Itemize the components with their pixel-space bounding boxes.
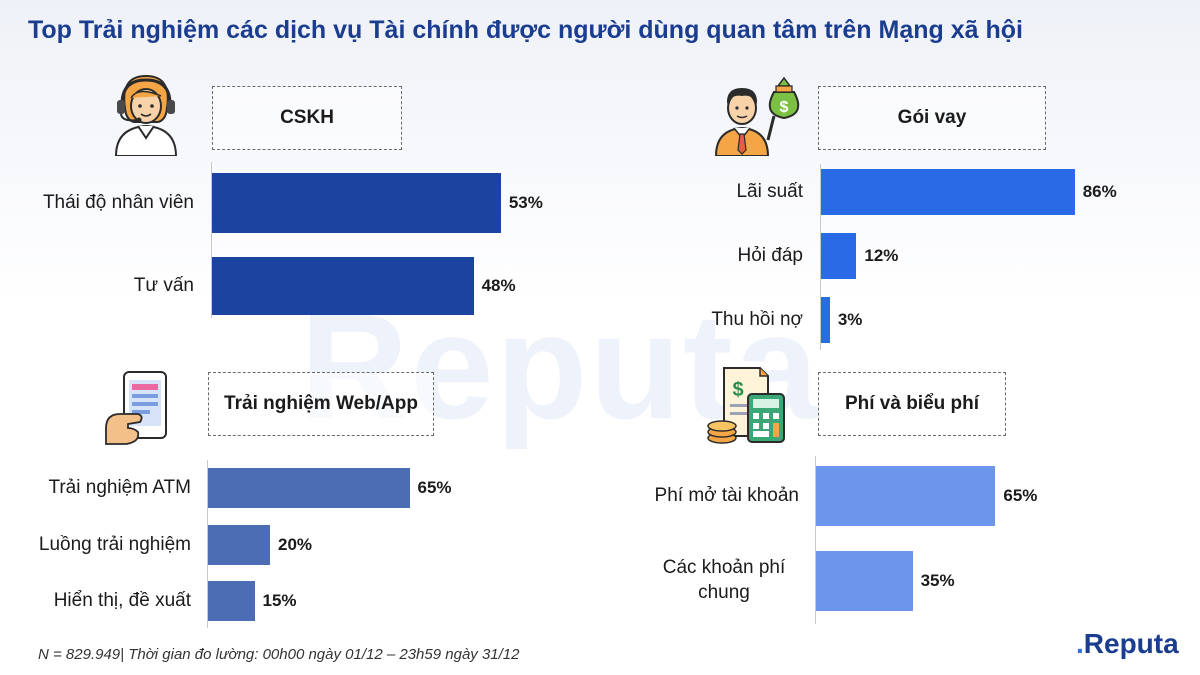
category-box-phi: Phí và biểu phí <box>818 372 1006 436</box>
category-box-web-app: Trải nghiệm Web/App <box>208 372 434 436</box>
bar <box>212 173 501 233</box>
svg-text:$: $ <box>732 379 743 401</box>
bar <box>821 169 1075 215</box>
mobile-app-hand-icon <box>105 371 167 445</box>
footnote: N = 829.949| Thời gian đo lường: 00h00 n… <box>38 646 520 663</box>
data-label: 86% <box>1082 182 1117 201</box>
bar <box>821 233 857 279</box>
data-label: 65% <box>1003 486 1038 505</box>
category-box-cskh: CSKH <box>212 86 402 150</box>
bar <box>208 581 255 621</box>
data-label: 53% <box>508 193 543 212</box>
svg-text:$: $ <box>780 99 789 116</box>
axis-line <box>820 164 821 350</box>
customer-support-agent-icon <box>114 74 178 156</box>
bar <box>212 257 474 315</box>
data-label: 35% <box>920 571 955 590</box>
data-label: 3% <box>837 310 863 329</box>
bar <box>816 551 913 611</box>
category-label: Trải nghiệm ATM <box>48 476 191 498</box>
category-label: Thu hồi nợ <box>711 308 803 330</box>
category-box-goi-vay: Gói vay <box>818 86 1046 150</box>
axis-line <box>207 460 208 628</box>
page-title: Top Trải nghiệm các dịch vụ Tài chính đư… <box>28 16 1023 44</box>
bar <box>208 468 410 508</box>
data-label: 12% <box>864 246 899 265</box>
bar <box>208 525 270 565</box>
category-label: Phí mở tài khoản <box>654 484 799 506</box>
category-label: Tư vấn <box>133 274 194 296</box>
data-label: 65% <box>417 478 452 497</box>
category-label: Các khoản phí chung <box>662 557 786 603</box>
bar <box>816 466 996 526</box>
data-label: 48% <box>481 276 516 295</box>
category-label: Lãi suất <box>736 180 803 202</box>
category-label: Thái độ nhân viên <box>42 191 194 213</box>
category-label: Luồng trải nghiệm <box>38 533 191 555</box>
axis-line <box>211 162 212 318</box>
category-label: Hiển thị, đề xuất <box>53 589 191 611</box>
reputa-logo: .Reputa <box>1076 628 1179 659</box>
invoice-calculator-coins-icon: $ <box>707 367 785 444</box>
category-label: Hỏi đáp <box>737 244 804 266</box>
data-label: 20% <box>278 535 313 554</box>
bar <box>821 297 830 343</box>
axis-line <box>815 456 816 624</box>
data-label: 15% <box>262 591 297 610</box>
businessman-money-bag-icon: $ <box>714 76 800 156</box>
